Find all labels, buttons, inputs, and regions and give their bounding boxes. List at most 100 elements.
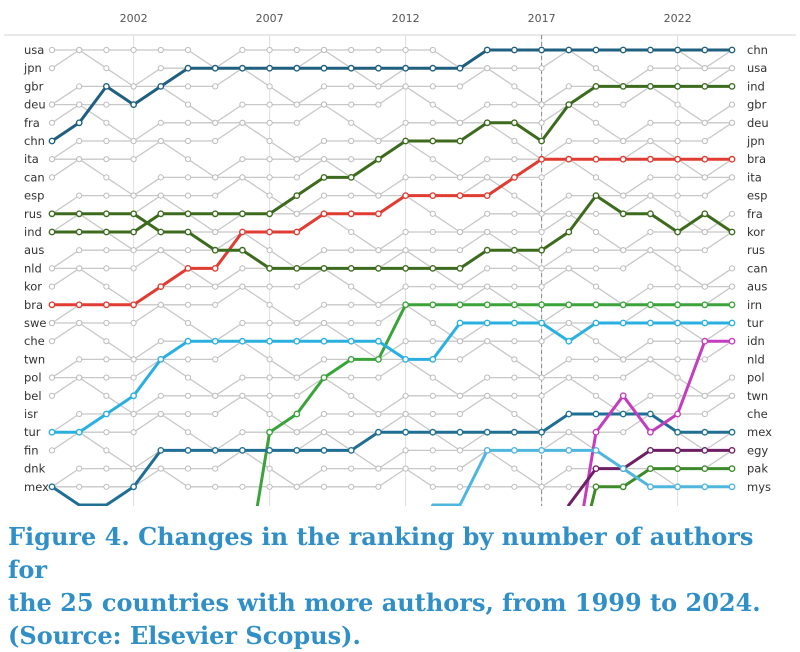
background-point [565,210,572,217]
left-label: twn [24,352,45,366]
series-point-mex [674,428,681,436]
background-point [375,192,382,199]
background-point [620,429,627,436]
background-point [157,410,164,418]
right-label: usa [747,61,767,75]
series-point-bra [266,228,273,236]
background-point [348,228,355,236]
series-point-irn [320,374,328,381]
background-point [565,483,572,490]
x-tick-label: 2007 [256,12,284,25]
series-point-bra [374,210,382,218]
background-point [538,210,545,217]
series-point-ind [674,83,681,90]
right-label: irn [747,298,762,312]
background-point [348,83,355,90]
background-point [48,392,56,399]
background-point [402,228,409,236]
series-point-mex [538,428,545,436]
background-point [103,156,110,163]
right-label: chn [747,43,768,57]
background-point [511,283,518,290]
background-point [511,83,518,90]
series-point-bra [592,155,600,163]
caption-line-2: the 25 countries with more authors, from… [8,588,761,617]
figure-caption: Figure 4. Changes in the ranking by numb… [8,520,794,652]
background-point [456,119,464,126]
background-point [48,101,56,108]
left-label: isr [24,407,38,421]
background-point [293,210,300,217]
background-point [647,338,654,345]
background-point [103,174,110,181]
background-point [157,338,164,345]
series-point-rus [238,246,246,254]
series-point-ind [130,228,138,236]
background-point [620,192,627,199]
series-point-ind [266,210,273,218]
background-point [157,46,164,54]
background-point [728,265,736,272]
background-point [484,392,491,399]
background-point [130,429,137,436]
background-point [538,283,545,290]
background-point [647,228,654,236]
series-point-bra [456,192,464,200]
background-point [320,429,328,436]
background-point [538,65,545,72]
right-label: aus [747,280,767,294]
series-point-ind [75,228,83,236]
background-point [348,46,355,54]
series-point-chn [75,119,83,127]
background-point [456,447,464,454]
background-point [212,392,219,399]
right-label: pol [747,371,765,385]
background-point [184,174,192,181]
background-point [429,210,436,217]
series-point-chn [538,46,545,54]
series-point-rus [293,264,301,272]
background-point [674,119,681,126]
background-point [511,265,518,272]
background-point [239,483,246,490]
series-point-bra [402,192,409,200]
series-point-mys [728,483,736,491]
series-point-bra [103,301,110,309]
background-point [429,228,436,236]
series-point-chn [402,64,409,72]
background-point [320,356,328,363]
series-point-bra [184,264,192,272]
background-point [48,174,56,181]
background-point [76,137,83,145]
background-point [320,410,328,418]
series-point-irn [565,301,573,309]
caption-line-3: (Source: Elsevier Scopus). [8,621,361,650]
series-point-mex [374,428,382,436]
series-point-tur [728,319,736,327]
series-point-chn [293,64,301,72]
background-point [266,283,273,290]
background-point [647,65,654,72]
background-series-line [52,467,732,488]
background-point [647,356,654,363]
background-point [429,83,436,90]
series-point-chn [320,64,328,72]
left-label: ind [24,225,42,239]
background-point [103,319,110,327]
bump-chart: 2002 2007 2012 2017 2022 usa jpn gbr deu fra chn i… [4,12,796,506]
series-point-mex [728,428,736,436]
background-series-line [51,231,733,270]
background-point [402,119,409,126]
background-point [266,319,273,327]
background-point [511,65,518,72]
background-point [130,465,137,472]
background-point [511,392,518,399]
background-point [320,301,328,308]
background-point [456,356,464,363]
series-point-chn [374,64,382,72]
series-point-mex [511,428,518,436]
series-point-mex [184,446,192,454]
background-point [157,392,164,399]
series-point-chn [565,46,573,54]
series-point-pak [619,483,627,491]
